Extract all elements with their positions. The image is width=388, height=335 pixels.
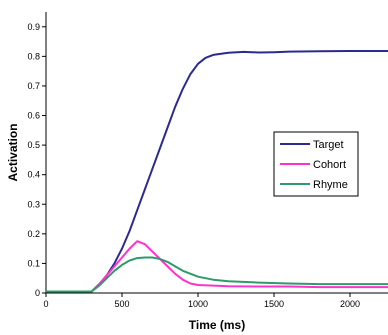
series-lines [46,50,388,293]
y-tick-label: 0.1 [27,258,40,268]
x-tick-label: 1500 [264,299,284,309]
x-tick-label: 0 [43,299,48,309]
plot-area: 0 0.1 0.2 0.3 0.4 0.5 0.6 0.7 0.8 0.9 0 500 1000 150… [27,12,388,309]
y-tick-label: 0.9 [27,22,40,32]
x-tick-label: 500 [114,299,129,309]
y-tick-label: 0.5 [27,140,40,150]
legend-label-cohort: Cohort [313,159,346,171]
x-ticks: 0 500 1000 1500 2000 [43,293,360,309]
series-line-target [46,50,388,293]
y-ticks: 0 0.1 0.2 0.3 0.4 0.5 0.6 0.7 0.8 0.9 [27,22,46,298]
y-axis-title: Activation [6,123,20,181]
series-line-rhyme [46,256,388,293]
y-tick-label: 0.2 [27,229,40,239]
x-tick-label: 2000 [340,299,360,309]
x-axis-title: Time (ms) [189,318,245,332]
y-tick-label: 0.6 [27,111,40,121]
y-tick-label: 0.4 [27,170,40,180]
y-tick-label: 0.7 [27,81,40,91]
legend-label-rhyme: Rhyme [313,179,348,191]
x-tick-label: 1000 [188,299,208,309]
y-tick-label: 0.8 [27,51,40,61]
y-tick-label: 0 [35,288,40,298]
y-tick-label: 0.3 [27,199,40,209]
legend-items: Target Cohort Rhyme [280,139,348,191]
legend: Target Cohort Rhyme [273,131,359,197]
legend-label-target: Target [313,139,344,151]
series-line-cohort [46,240,388,293]
